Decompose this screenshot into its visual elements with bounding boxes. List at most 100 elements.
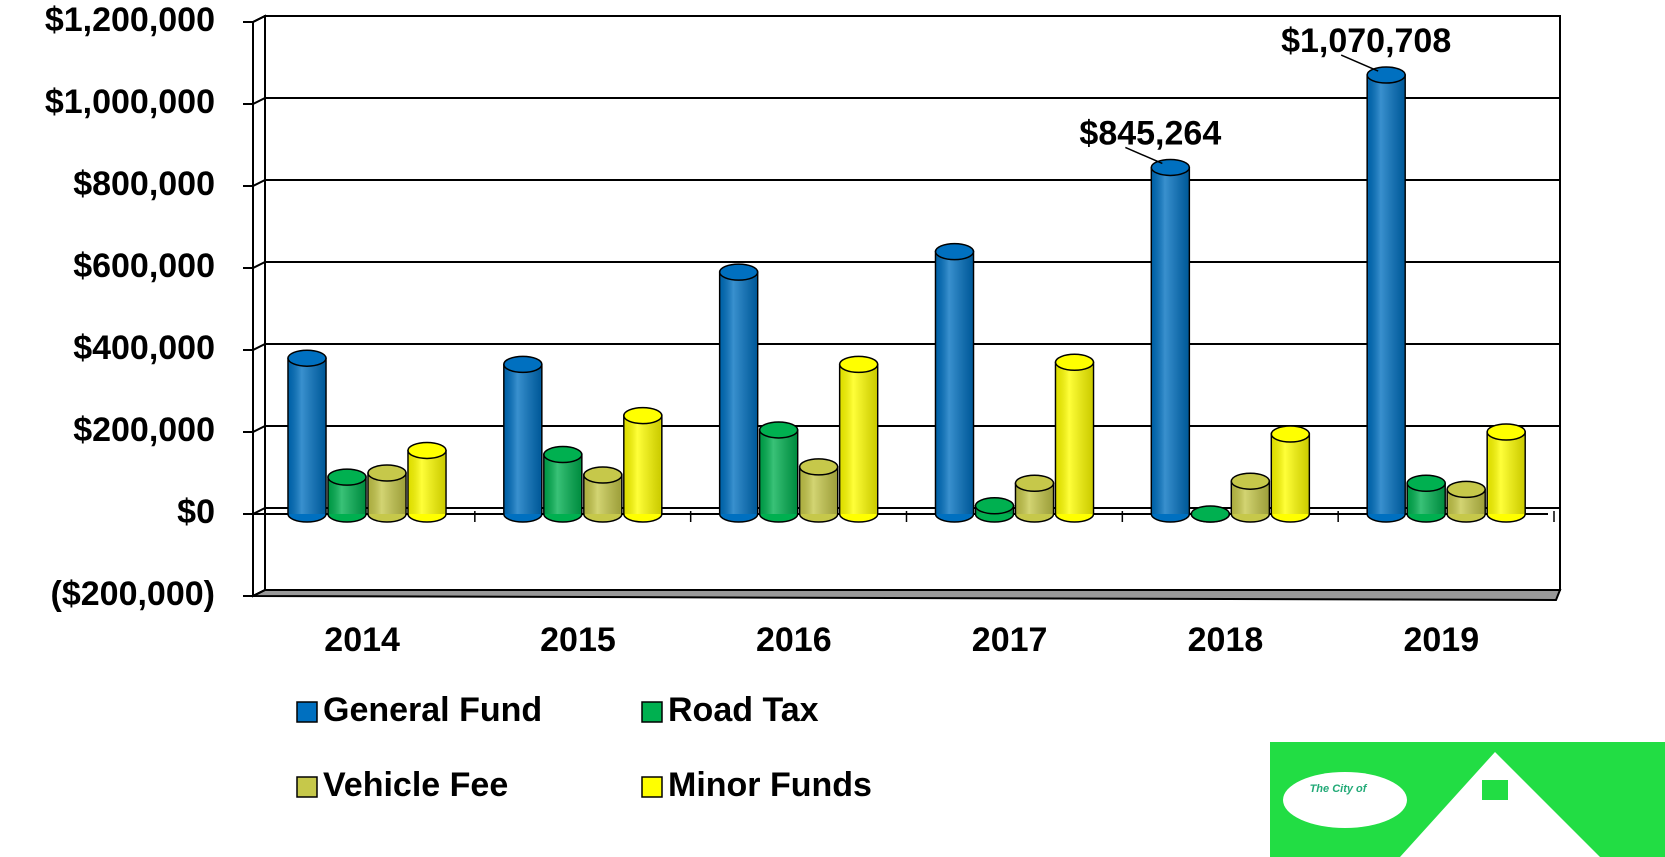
x-tick-label: 2018 (1188, 621, 1264, 659)
bar-shade (760, 429, 797, 514)
bar-top (327, 468, 367, 486)
bar (974, 497, 1015, 523)
legend-label: General Fund (323, 691, 542, 729)
bar (1150, 158, 1191, 523)
bar (1270, 425, 1311, 523)
bar (1014, 474, 1055, 523)
bar-top (974, 497, 1015, 515)
legend-label: Minor Funds (668, 766, 872, 804)
floor (252, 589, 1562, 602)
bar-shade (504, 364, 541, 514)
bar-top (1230, 472, 1271, 490)
bar (1486, 423, 1526, 523)
bar (1406, 474, 1446, 523)
bar (838, 355, 879, 523)
bar (543, 445, 583, 523)
bar (934, 242, 975, 523)
bar (367, 464, 407, 523)
bar (1190, 505, 1231, 523)
grid-line (243, 97, 1560, 105)
bar (623, 406, 663, 523)
bar (1230, 472, 1271, 523)
logo-house (1400, 752, 1600, 857)
x-tick-label: 2019 (1403, 621, 1479, 659)
y-tick-label: $1,200,000 (45, 1, 215, 39)
bar (287, 349, 327, 523)
bar-shade (1272, 434, 1309, 514)
bar (758, 421, 799, 523)
logo-text: The City of (1310, 783, 1368, 795)
bar-shade (1488, 432, 1525, 514)
bar-top (367, 464, 407, 482)
bar-top (838, 355, 879, 374)
legend-swatch (641, 701, 663, 723)
bar-top (1054, 353, 1095, 372)
bar-top (798, 458, 839, 476)
bar-top (1486, 423, 1526, 441)
bar-shade (720, 272, 757, 514)
y-tick-label: $600,000 (73, 247, 215, 285)
bar-shade (544, 454, 581, 514)
bar-top (287, 349, 327, 367)
legend-swatch (296, 776, 318, 798)
bar-top (718, 263, 759, 281)
grid-line (243, 343, 1560, 351)
legend-label: Road Tax (668, 691, 819, 729)
grid-line (243, 15, 1560, 23)
bar-top (1446, 480, 1486, 499)
x-tick-label: 2014 (324, 621, 400, 659)
grid-line (243, 261, 1560, 269)
grid-line (243, 589, 1560, 597)
bar (503, 355, 543, 523)
legend-swatch (641, 776, 663, 798)
x-tick-label: 2017 (972, 621, 1048, 659)
legend-label: Vehicle Fee (323, 766, 508, 804)
back-wall (264, 15, 1561, 591)
data-label: $1,070,708 (1281, 22, 1451, 60)
bar-top (1190, 505, 1231, 523)
bar-shade (936, 251, 973, 514)
bar-shade (1056, 362, 1093, 514)
x-tick-label: 2015 (540, 621, 616, 659)
y-tick-label: $400,000 (73, 329, 215, 367)
logo-cloud (1283, 772, 1407, 828)
bar (1446, 480, 1486, 523)
y-tick-label: $0 (177, 493, 215, 531)
data-label: $845,264 (1079, 114, 1221, 152)
bar-top (623, 406, 663, 425)
label-leader (1340, 54, 1379, 72)
bar-top (503, 355, 543, 374)
bar (718, 263, 759, 523)
bar (798, 458, 839, 523)
logo: The City of (1270, 742, 1665, 857)
y-tick-label: $200,000 (73, 411, 215, 449)
bar-shade (289, 358, 325, 514)
bar (1054, 353, 1095, 523)
x-tick-label: 2016 (756, 621, 832, 659)
bar (327, 468, 367, 523)
grid-line (243, 179, 1560, 187)
bar-shade (840, 364, 877, 514)
bar-top (583, 466, 623, 484)
grid-line (243, 425, 1560, 433)
bar (1366, 66, 1406, 523)
bar-top (407, 441, 447, 460)
legend-swatch (296, 701, 318, 723)
y-tick-label: $800,000 (73, 165, 215, 203)
label-leader (1125, 146, 1163, 165)
bar-shade (1152, 167, 1189, 514)
bar-shade (1368, 75, 1405, 515)
bar-top (758, 421, 799, 439)
bar (407, 441, 447, 523)
logo-window (1482, 780, 1508, 800)
bar-top (1406, 474, 1446, 492)
bar-shade (624, 415, 661, 514)
bar (583, 466, 623, 523)
y-tick-label: ($200,000) (51, 575, 215, 613)
bar-top (934, 242, 975, 261)
bar-top (1270, 425, 1311, 443)
grid-line (243, 507, 1560, 515)
bar-top (543, 445, 583, 464)
bar-shade (409, 450, 445, 514)
